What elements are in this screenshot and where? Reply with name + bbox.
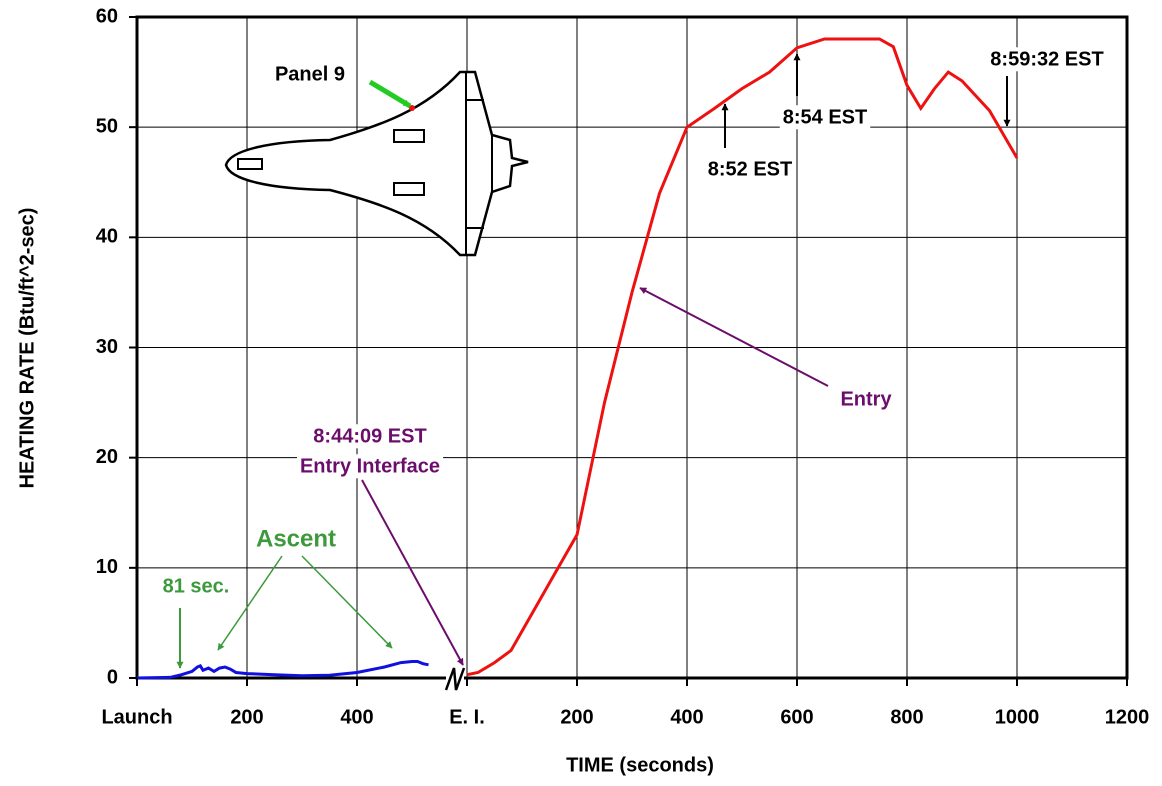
annotation-arrow (368, 79, 412, 109)
annotation-background (704, 157, 796, 182)
annotation-background (779, 105, 871, 130)
annotation-background (837, 387, 896, 412)
grid (136, 16, 1128, 679)
x-tick-label: 1200 (1105, 706, 1150, 728)
y-tick-label: 50 (96, 115, 118, 137)
x-tick-label: 400 (340, 706, 373, 728)
annotation-arrow (361, 479, 464, 666)
annotation: Entry (840, 388, 892, 410)
x-tick-label: 200 (560, 706, 593, 728)
shuttle-outline (224, 70, 529, 257)
annotation: 8:52 EST (708, 158, 792, 180)
y-axis-label: HEATING RATE (Btu/ft^2-sec) (16, 208, 38, 489)
annotation-background (310, 424, 430, 449)
x-tick-label: 1000 (995, 706, 1040, 728)
annotation-background (271, 62, 349, 87)
x-tick-label: 400 (670, 706, 703, 728)
y-tick-label: 40 (96, 226, 118, 248)
annotation-background (296, 454, 444, 479)
series-line (466, 37, 1019, 677)
y-tick-label: 30 (96, 336, 118, 358)
x-tick-label: 600 (780, 706, 813, 728)
annotation: Panel 9 (275, 63, 345, 85)
annotation: 8:44:09 EST (313, 425, 426, 447)
annotation: 8:54 EST (783, 106, 867, 128)
annotation-background (159, 574, 233, 599)
annotation-background (987, 47, 1107, 72)
annotation: 81 sec. (163, 575, 230, 597)
x-axis-label: TIME (seconds) (566, 754, 714, 776)
annotation-background (252, 524, 340, 554)
x-tick-label: 800 (890, 706, 923, 728)
marks (136, 37, 1019, 680)
x-tick-label: E. I. (449, 706, 485, 728)
x-tick-label: 200 (230, 706, 263, 728)
annotation-arrow (301, 555, 393, 649)
annotation: 8:59:32 EST (990, 48, 1103, 70)
x-tick-label: Launch (101, 706, 172, 728)
y-tick-label: 0 (107, 666, 118, 688)
annotation: Entry Interface (300, 455, 440, 477)
y-tick-label: 10 (96, 556, 118, 578)
axis-break (444, 667, 466, 691)
annotation-arrow (639, 287, 829, 387)
y-tick-label: 60 (96, 5, 118, 27)
annotation: Ascent (256, 525, 336, 552)
annotation-arrow (217, 555, 283, 651)
series-line (136, 660, 429, 680)
y-tick-label: 20 (96, 446, 118, 468)
